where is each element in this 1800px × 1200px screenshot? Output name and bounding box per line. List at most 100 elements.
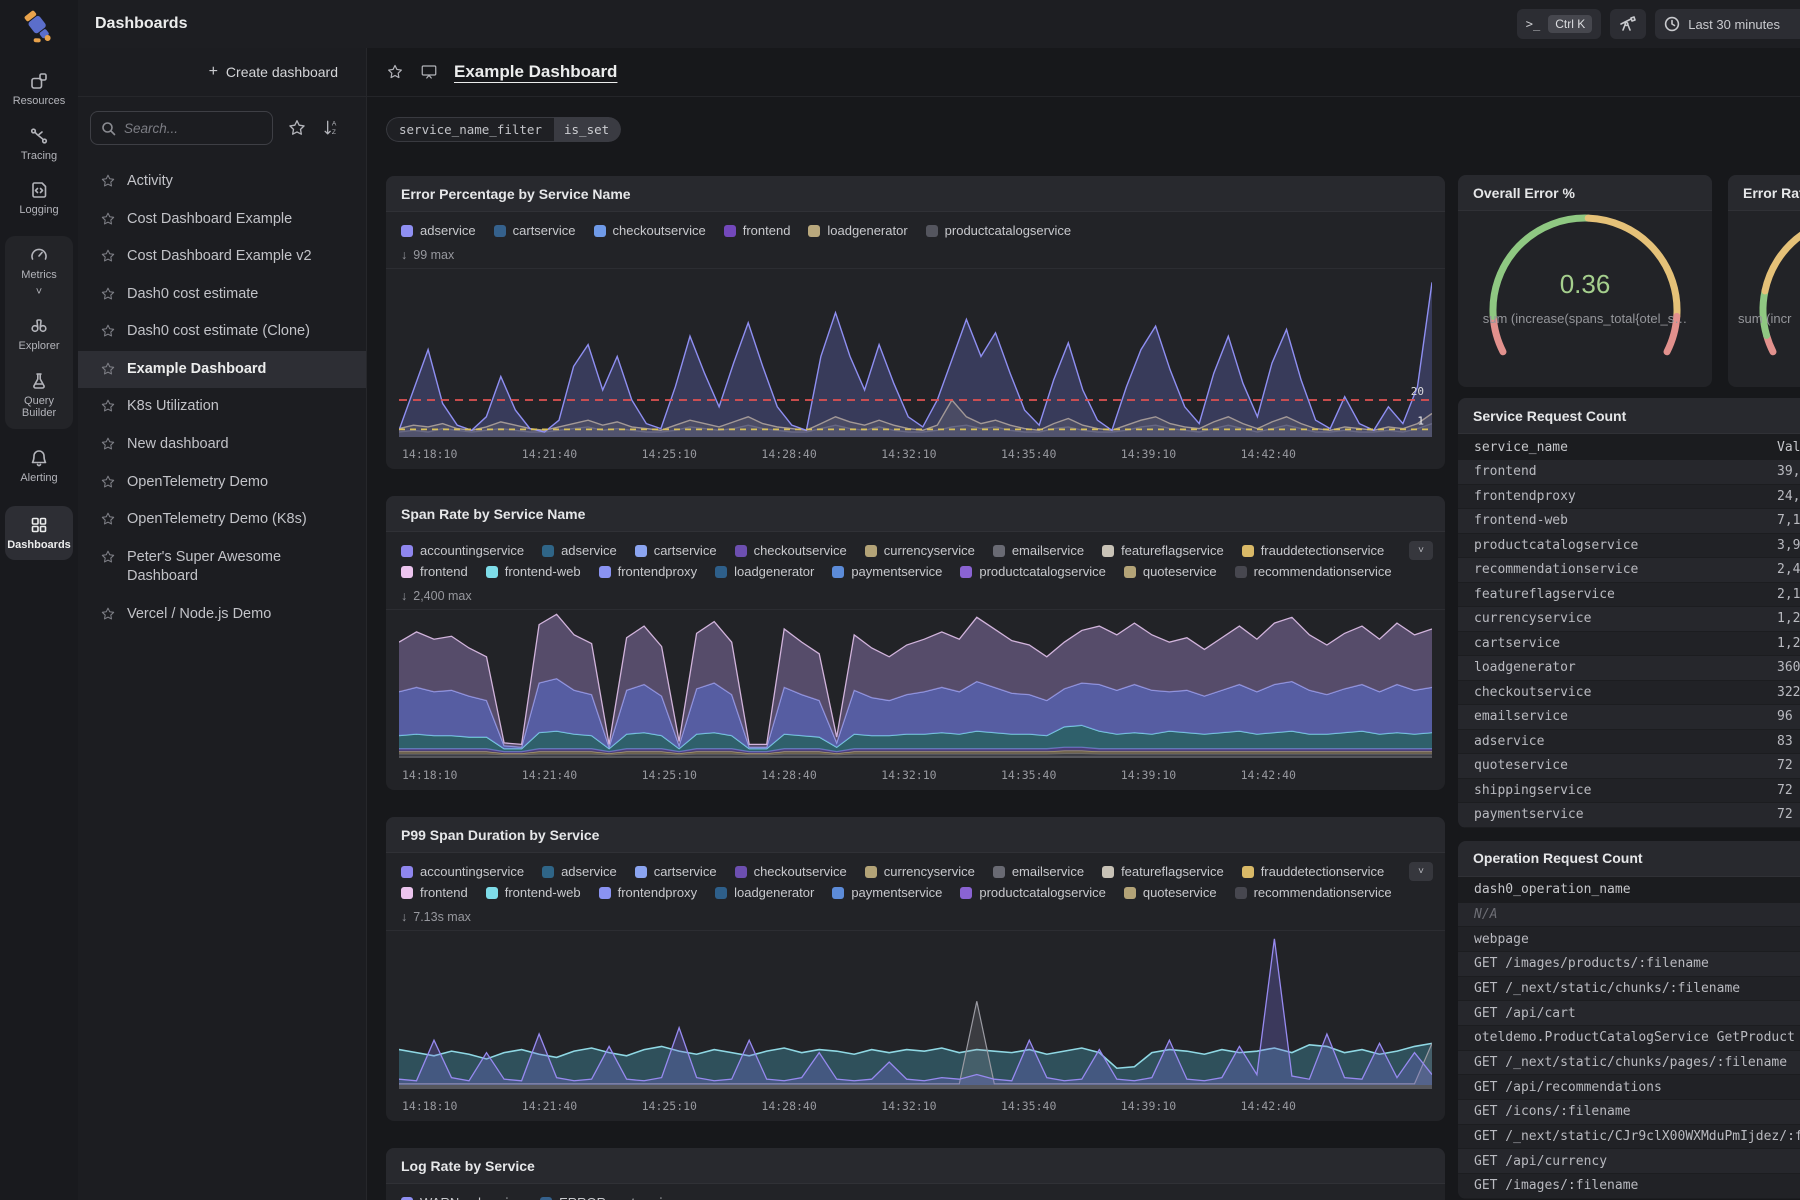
legend-item[interactable]: adservice (401, 223, 476, 238)
dash0-logo[interactable] (18, 6, 60, 48)
legend-item[interactable]: paymentservice (832, 885, 942, 900)
legend-item[interactable]: ERROR: cartservice (540, 1195, 676, 1200)
rail-item-metrics[interactable]: Metrics ˅ (5, 236, 73, 307)
table-row[interactable]: GET /_next/static/chunks/pages/:filename (1458, 1051, 1800, 1076)
filter-chip[interactable]: service_name_filter is_set (386, 117, 621, 142)
panel-title[interactable]: Error Rate (1728, 175, 1800, 211)
span-rate-chart[interactable] (399, 610, 1432, 758)
dashboard-list-item[interactable]: New dashboard (78, 426, 366, 464)
dashboard-list-item[interactable]: Example Dashboard (78, 351, 366, 389)
column-value[interactable]: Value (1777, 440, 1800, 455)
table-row[interactable]: GET /api/recommendations (1458, 1075, 1800, 1100)
table-row[interactable]: recommendationservice 2,46 (1458, 558, 1800, 583)
rail-item-logging[interactable]: Logging (0, 171, 78, 226)
rail-item-resources[interactable]: Resources (0, 62, 78, 117)
legend-item[interactable]: emailservice (993, 864, 1084, 879)
table-row[interactable]: paymentservice 72 (1458, 803, 1800, 828)
rail-item-alerting[interactable]: Alerting (0, 439, 78, 494)
favorite-star-icon[interactable] (386, 63, 404, 81)
table-row[interactable]: frontendproxy 24,7 (1458, 485, 1800, 510)
table-row[interactable]: currencyservice 1,26 (1458, 607, 1800, 632)
presentation-icon[interactable] (420, 63, 438, 81)
telescope-button[interactable] (1610, 9, 1646, 39)
table-row[interactable]: webpage (1458, 927, 1800, 952)
dashboard-list-item[interactable]: Peter's Super Awesome Dashboard (78, 539, 366, 596)
legend-expand-button[interactable]: ˅ (1409, 541, 1433, 560)
legend-item[interactable]: WARN: adservice (401, 1195, 522, 1200)
star-icon[interactable] (100, 361, 116, 377)
star-icon[interactable] (100, 173, 116, 189)
dashboard-list-item[interactable]: Vercel / Node.js Demo (78, 596, 366, 634)
legend-item[interactable]: featureflagservice (1102, 543, 1224, 558)
legend-item[interactable]: loadgenerator (715, 564, 814, 579)
legend-item[interactable]: recommendationservice (1235, 885, 1392, 900)
table-row[interactable]: adservice 83 (1458, 730, 1800, 755)
dashboard-list-item[interactable]: Dash0 cost estimate (Clone) (78, 313, 366, 351)
table-row[interactable]: GET /images/products/:filename (1458, 952, 1800, 977)
star-icon[interactable] (100, 606, 116, 622)
legend-item[interactable]: frontendproxy (599, 885, 698, 900)
panel-title[interactable]: Error Percentage by Service Name (386, 176, 1445, 212)
table-row[interactable]: GET /api/currency (1458, 1149, 1800, 1174)
table-row[interactable]: emailservice 96 (1458, 705, 1800, 730)
table-row[interactable]: oteldemo.ProductCatalogService GetProduc… (1458, 1026, 1800, 1051)
legend-item[interactable]: adservice (542, 543, 617, 558)
dashboard-title[interactable]: Example Dashboard (454, 62, 617, 82)
legend-item[interactable]: productcatalogservice (926, 223, 1071, 238)
command-palette-button[interactable]: >_ Ctrl K (1517, 9, 1601, 39)
rail-item-query-builder[interactable]: Query Builder (5, 362, 73, 429)
star-icon[interactable] (100, 286, 116, 302)
table-row[interactable]: GET /images/:filename (1458, 1174, 1800, 1199)
sort-az-icon[interactable]: AZ (321, 118, 341, 138)
table-row[interactable]: GET /icons/:filename (1458, 1100, 1800, 1125)
legend-item[interactable]: accountingservice (401, 543, 524, 558)
favorites-filter-icon[interactable] (287, 118, 307, 138)
column-operation-name[interactable]: dash0_operation_name (1458, 882, 1631, 897)
dashboard-list-item[interactable]: Dash0 cost estimate (78, 276, 366, 314)
panel-title[interactable]: Service Request Count (1458, 398, 1800, 434)
star-icon[interactable] (100, 474, 116, 490)
panel-title[interactable]: Operation Request Count (1458, 841, 1800, 877)
panel-title[interactable]: P99 Span Duration by Service (386, 817, 1445, 853)
legend-item[interactable]: checkoutservice (735, 543, 847, 558)
legend-item[interactable]: quoteservice (1124, 885, 1217, 900)
column-service-name[interactable]: service_name (1458, 440, 1568, 455)
star-icon[interactable] (100, 436, 116, 452)
table-row[interactable]: loadgenerator 360 (1458, 656, 1800, 681)
legend-item[interactable]: loadgenerator (808, 223, 907, 238)
table-row[interactable]: GET /api/cart (1458, 1001, 1800, 1026)
legend-item[interactable]: currencyservice (865, 543, 975, 558)
legend-item[interactable]: frontend (401, 564, 468, 579)
star-icon[interactable] (100, 549, 116, 565)
legend-item[interactable]: loadgenerator (715, 885, 814, 900)
p99-duration-chart[interactable] (399, 931, 1432, 1089)
table-row[interactable]: quoteservice 72 (1458, 754, 1800, 779)
legend-item[interactable]: paymentservice (832, 564, 942, 579)
legend-expand-button[interactable]: ˅ (1409, 862, 1433, 881)
dashboard-list-item[interactable]: OpenTelemetry Demo (78, 464, 366, 502)
legend-item[interactable]: cartservice (635, 864, 717, 879)
legend-item[interactable]: checkoutservice (735, 864, 847, 879)
star-icon[interactable] (100, 211, 116, 227)
legend-item[interactable]: checkoutservice (594, 223, 706, 238)
star-icon[interactable] (100, 248, 116, 264)
dashboard-list-item[interactable]: OpenTelemetry Demo (K8s) (78, 501, 366, 539)
legend-item[interactable]: emailservice (993, 543, 1084, 558)
legend-item[interactable]: productcatalogservice (960, 564, 1105, 579)
legend-item[interactable]: frontend-web (486, 885, 581, 900)
legend-item[interactable]: quoteservice (1124, 564, 1217, 579)
dashboard-list-item[interactable]: Cost Dashboard Example v2 (78, 238, 366, 276)
rail-item-dashboards[interactable]: Dashboards (5, 506, 73, 561)
legend-item[interactable]: featureflagservice (1102, 864, 1224, 879)
legend-item[interactable]: productcatalogservice (960, 885, 1105, 900)
table-row[interactable]: productcatalogservice 3,99 (1458, 534, 1800, 559)
legend-item[interactable]: recommendationservice (1235, 564, 1392, 579)
legend-item[interactable]: cartservice (635, 543, 717, 558)
rail-item-explorer[interactable]: Explorer (5, 307, 73, 362)
star-icon[interactable] (100, 323, 116, 339)
create-dashboard-button[interactable]: + Create dashboard (78, 48, 366, 97)
star-icon[interactable] (100, 398, 116, 414)
legend-item[interactable]: frauddetectionservice (1242, 864, 1385, 879)
table-row[interactable]: featureflagservice 2,12 (1458, 583, 1800, 608)
dashboard-list-item[interactable]: Activity (78, 163, 366, 201)
